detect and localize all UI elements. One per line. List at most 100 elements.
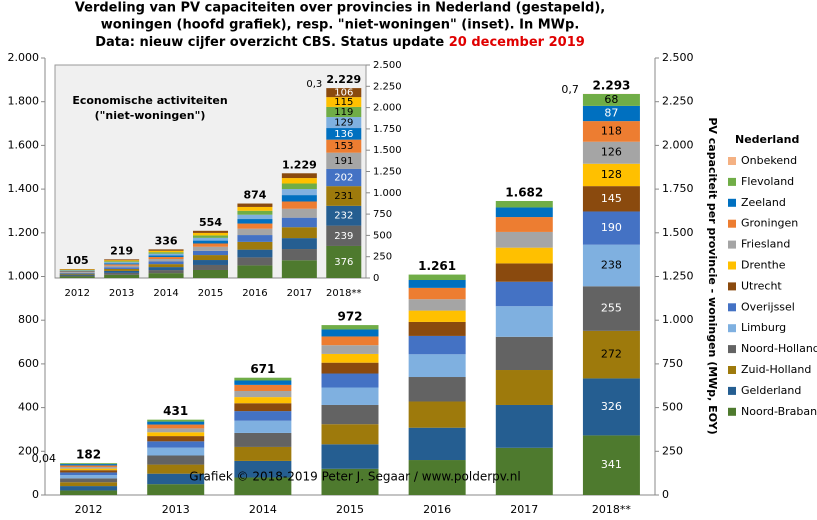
bar-segment [582,330,640,379]
bar-segment [408,354,466,378]
bar-segment [60,472,118,476]
bar-segment [60,486,118,491]
bar-segment [104,272,140,275]
y2-tick-label: 1.750 [373,124,402,135]
bar-segment [281,183,317,190]
bar-segment [104,268,140,271]
total-label: 1.682 [505,185,543,199]
y-tick-label: 600 [18,357,39,370]
bar-segment [60,467,118,469]
bar-segment [281,208,317,218]
data-label: 115 [334,97,353,108]
bar-segment [60,490,118,495]
bar-segment [147,424,205,429]
bar-segment [148,270,184,274]
bar-segment [148,267,184,271]
bar-segment [326,106,362,118]
title-highlight: 20 december 2019 [449,35,585,50]
chart-title: Data: nieuw cijfer overzicht CBS. Status… [95,35,585,50]
y-tick-label: 200 [18,444,39,457]
y-tick-label: 0 [32,488,39,501]
data-label: 232 [334,211,353,222]
bar-segment [148,250,184,253]
bar-segment [234,380,292,385]
y2-tick-label: 2.000 [373,103,402,114]
bar-segment [148,255,184,258]
y2-tick-label: 1.500 [373,145,402,156]
bar-segment [408,287,466,300]
chart-title: Verdeling van PV capaciteiten over provi… [75,1,605,16]
bar-segment [582,163,640,187]
bar-segment [193,269,228,278]
y2-tick-label: 1.000 [373,188,402,199]
legend-title: Nederland [735,133,799,146]
legend-label: Zeeland [741,196,786,209]
bar-segment [104,270,140,273]
bar-segment [234,460,292,478]
bar-segment [147,441,205,448]
bar-segment [193,243,228,247]
chart-title: woningen (hoofd grafiek), resp. "niet-wo… [101,18,580,33]
bar-segment [237,219,273,224]
bar-segment [237,206,273,211]
y-tick-label: 1.000 [8,270,40,283]
bar-segment [234,403,292,412]
x-tick-label: 2015 [198,288,223,299]
bar-segment [408,460,466,495]
bar-segment [495,207,553,218]
legend-swatch [728,198,736,207]
bar-segment [408,427,466,461]
bar-segment [193,232,228,236]
bar-segment [234,411,292,421]
bar-segment [321,336,379,346]
legend-swatch [728,407,736,416]
bar-segment [148,261,184,265]
legend-label: Flevoland [741,175,794,188]
bar-segment [408,310,466,322]
bar-segment [408,321,466,336]
bar-segment [59,269,95,271]
bar-segment [147,421,205,425]
data-label: 106 [334,88,353,99]
bar-segment [234,432,292,447]
legend-swatch [728,366,736,374]
bar-segment [237,257,273,266]
bar-segment [148,249,184,251]
data-label: 87 [604,106,618,119]
bar-segment [104,260,140,262]
legend-label: Onbekend [741,154,797,167]
legend-swatch [728,261,736,270]
bar-segment [104,263,140,265]
y2-tick-label: 1.000 [662,313,694,326]
bar-segment [193,230,228,233]
legend-swatch [728,386,736,395]
y2-tick-label: 1.750 [662,182,694,195]
data-label: 341 [601,458,622,471]
legend-label: Drenthe [741,259,786,272]
total-label: 182 [76,448,101,462]
bar-segment [193,260,228,265]
bar-segment [321,404,379,425]
data-label: 126 [601,146,622,159]
bar-segment [59,272,95,274]
y-tick-label: 1.800 [8,95,40,108]
bar-segment [237,228,273,236]
y2-tick-label: 2.250 [373,81,402,92]
bar-segment [281,173,317,179]
bar-segment [408,299,466,311]
bar-segment [147,436,205,442]
bar-segment [148,273,184,278]
data-label: 118 [601,124,622,137]
legend-swatch [728,324,736,333]
data-label: 190 [601,221,622,234]
x-tick-label: 2018** [326,288,361,299]
bar-segment [148,253,184,256]
y2-tick-label: 0 [373,273,379,284]
total-label: 2.293 [592,79,630,93]
bar-segment [408,335,466,355]
bar-segment [408,279,466,288]
bar-segment [237,210,273,215]
bar-segment [321,353,379,363]
bar-segment [326,245,362,278]
